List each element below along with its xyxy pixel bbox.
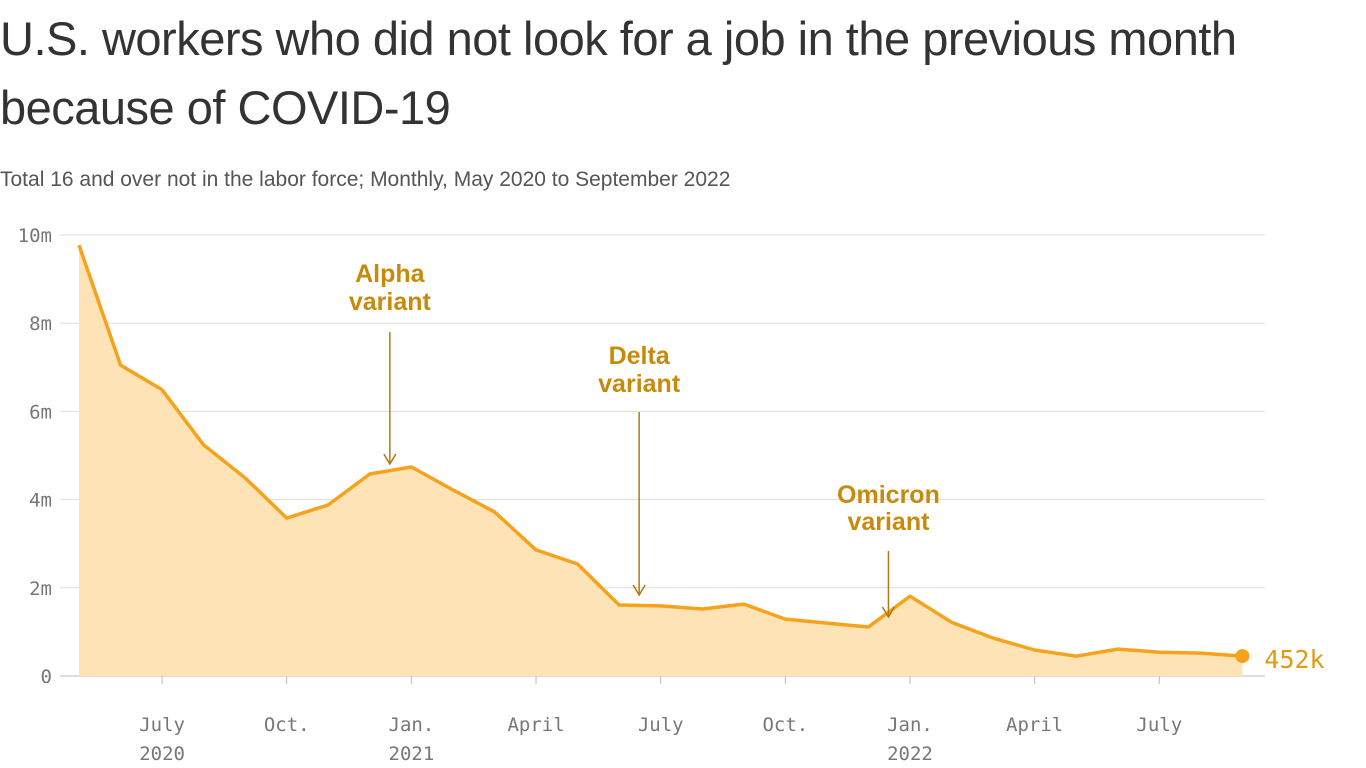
- x-tick-label: Jan.: [389, 714, 435, 736]
- x-tick-label: July: [638, 714, 684, 736]
- arrowhead-icon: [383, 453, 397, 466]
- x-tick-label: July: [139, 714, 185, 736]
- arrowhead-icon: [881, 606, 896, 619]
- y-tick-label: 6m: [29, 401, 52, 423]
- y-tick-label: 10m: [18, 225, 52, 247]
- data-point: [1235, 649, 1250, 664]
- chart-subtitle: Total 16 and over not in the labor force…: [0, 168, 731, 191]
- annotation-label: Omicron: [837, 481, 940, 509]
- x-tick-label: Oct.: [762, 714, 808, 736]
- arrowhead-icon: [632, 584, 646, 597]
- annotation-label: Alpha: [355, 260, 426, 288]
- y-tick-label: 2m: [29, 578, 52, 600]
- series-line: [77, 244, 1243, 658]
- x-tick-label: April: [507, 714, 564, 736]
- x-tick-label: Jan.: [887, 714, 933, 736]
- y-tick-label: 0: [41, 666, 52, 688]
- x-tick-year: 2020: [139, 743, 185, 765]
- x-tick-label: July: [1136, 714, 1182, 736]
- annotation-label: Delta: [609, 342, 671, 370]
- y-tick-label: 8m: [29, 313, 52, 335]
- annotation-label: variant: [349, 288, 432, 316]
- x-tick-year: 2022: [887, 743, 933, 765]
- y-tick-label: 4m: [29, 490, 52, 512]
- chart-title: U.S. workers who did not look for a job …: [0, 12, 1237, 134]
- annotation-label: variant: [598, 370, 681, 398]
- last-value-label: 452k: [1264, 645, 1324, 674]
- x-tick-label: Oct.: [264, 714, 310, 736]
- x-tick-label: April: [1006, 714, 1063, 736]
- x-tick-year: 2021: [389, 743, 435, 765]
- area-fill: [79, 245, 1243, 676]
- annotation-label: variant: [847, 508, 930, 536]
